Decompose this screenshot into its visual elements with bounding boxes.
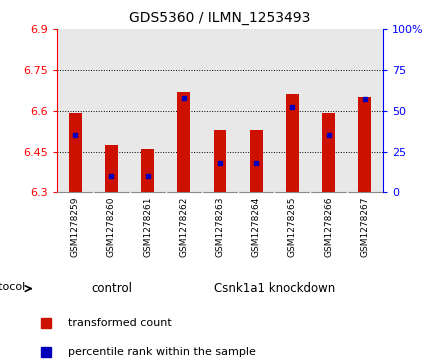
- Text: GSM1278261: GSM1278261: [143, 196, 152, 257]
- Text: GSM1278265: GSM1278265: [288, 196, 297, 257]
- Text: protocol: protocol: [0, 282, 26, 292]
- Text: GSM1278266: GSM1278266: [324, 196, 333, 257]
- Text: transformed count: transformed count: [69, 318, 172, 328]
- Bar: [286, 94, 299, 192]
- Bar: [105, 145, 118, 192]
- Bar: [250, 130, 263, 192]
- Text: control: control: [91, 282, 132, 295]
- Text: GSM1278259: GSM1278259: [71, 196, 80, 257]
- Text: GSM1278267: GSM1278267: [360, 196, 369, 257]
- Bar: [69, 114, 82, 192]
- Text: Csnk1a1 knockdown: Csnk1a1 knockdown: [214, 282, 335, 295]
- Text: GSM1278263: GSM1278263: [216, 196, 224, 257]
- Text: percentile rank within the sample: percentile rank within the sample: [69, 347, 257, 357]
- Bar: [359, 97, 371, 192]
- Bar: [322, 114, 335, 192]
- Bar: [141, 149, 154, 192]
- Bar: [214, 130, 226, 192]
- Bar: [177, 92, 190, 192]
- Title: GDS5360 / ILMN_1253493: GDS5360 / ILMN_1253493: [129, 11, 311, 25]
- Text: GSM1278260: GSM1278260: [107, 196, 116, 257]
- Text: GSM1278264: GSM1278264: [252, 196, 260, 257]
- Text: GSM1278262: GSM1278262: [180, 196, 188, 257]
